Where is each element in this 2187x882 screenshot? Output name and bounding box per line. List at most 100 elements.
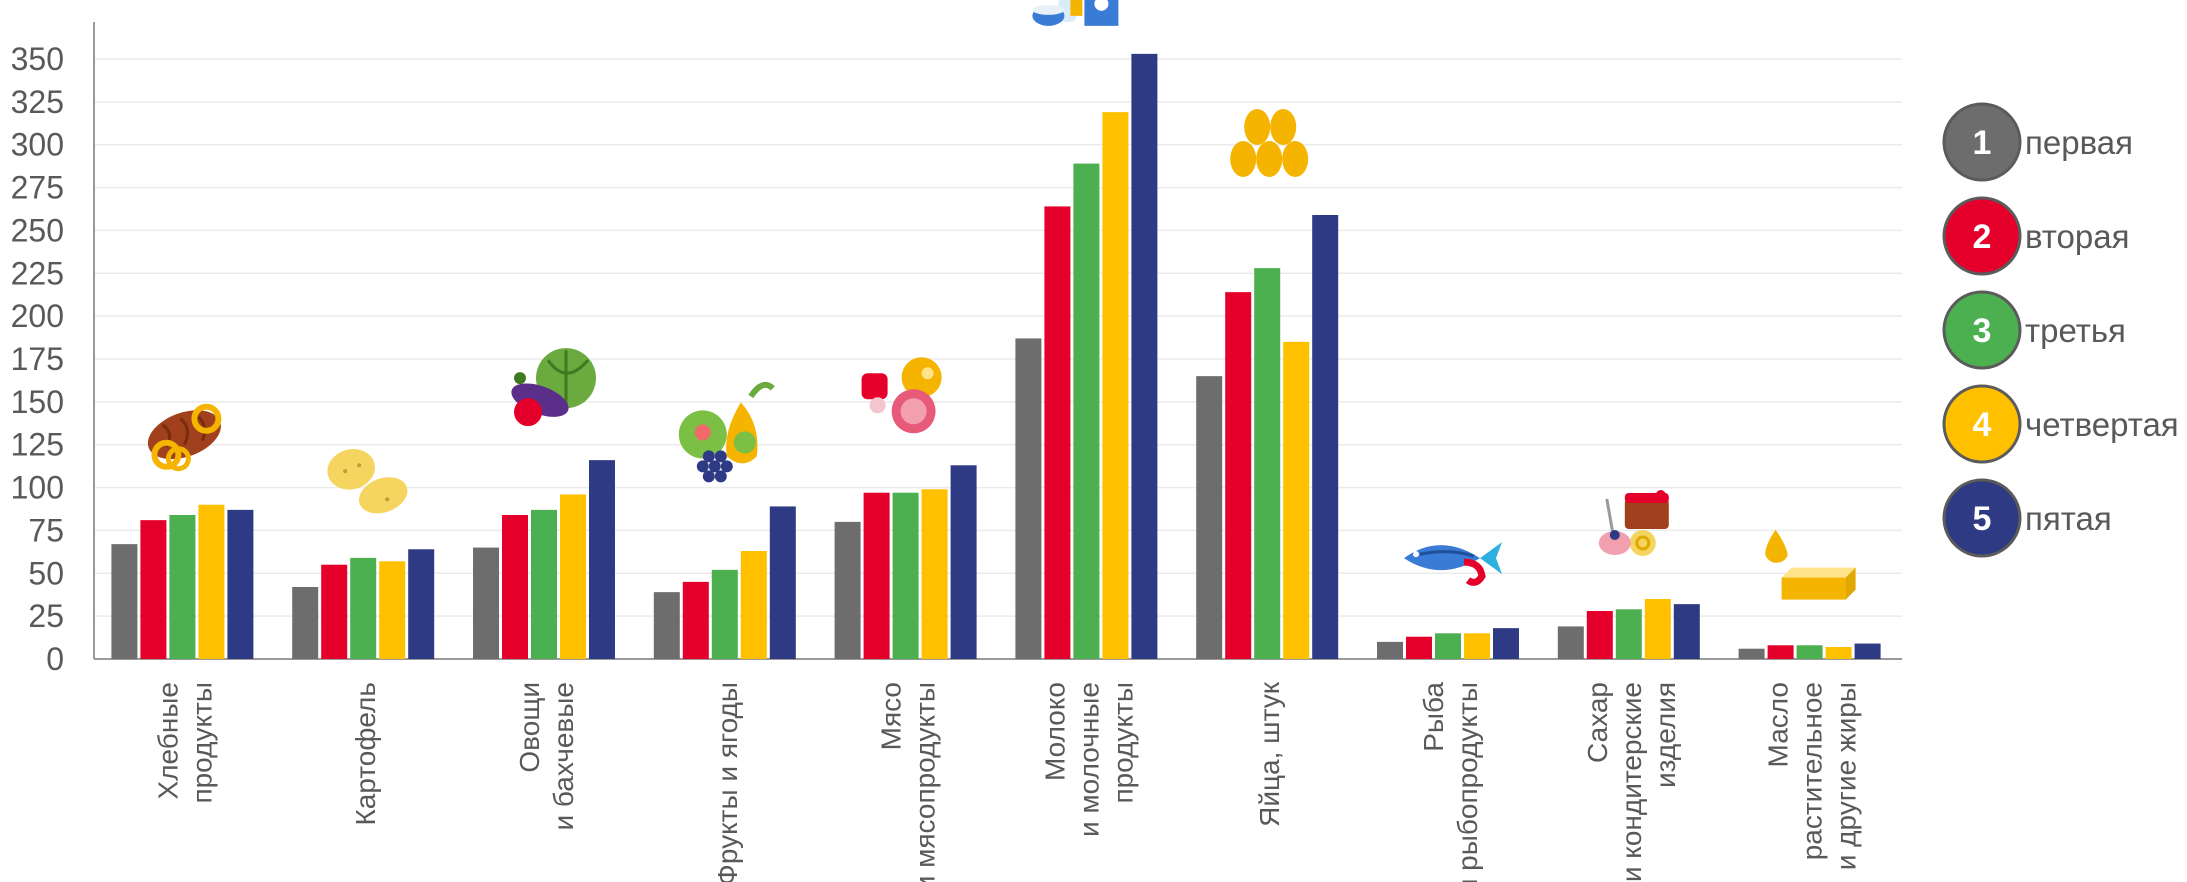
x-tick-label: продукты (1107, 682, 1138, 804)
y-tick-label: 75 (28, 512, 64, 548)
bar (1557, 626, 1584, 659)
bar (198, 504, 225, 659)
x-category-label: Молоко и молочные продукты (1039, 682, 1138, 837)
category-labels: Хлебные продукты Картофель Овощи и бахчевые Ф… (152, 681, 1861, 882)
x-tick-label: и рыбопродукты (1452, 682, 1483, 882)
y-tick-label: 325 (11, 84, 64, 120)
bar (921, 489, 948, 659)
bar (1854, 643, 1881, 659)
legend-label: третья (2025, 312, 2126, 349)
y-tick-label: 350 (11, 41, 64, 77)
bar (1102, 112, 1129, 659)
x-category-label: Рыба и рыбопродукты (1418, 682, 1483, 882)
y-tick-label: 175 (11, 341, 64, 377)
legend-label: первая (2025, 124, 2133, 161)
x-tick-label: продукты (186, 682, 217, 804)
fruits-icon (679, 385, 773, 483)
bar (560, 494, 586, 659)
legend-label: пятая (2025, 500, 2112, 537)
bar (227, 509, 254, 659)
bar (1644, 599, 1671, 659)
bar (589, 460, 615, 659)
bar (350, 557, 377, 659)
legend-marker (1942, 196, 2022, 276)
bar (1435, 633, 1461, 659)
bar (1283, 341, 1310, 659)
y-tick-label: 0 (46, 641, 64, 677)
x-category-label: Сахар и кондитерские изделия (1582, 682, 1681, 882)
x-category-label: Масло растительное и другие жиры (1763, 682, 1862, 870)
bar (1738, 648, 1765, 659)
bar (1131, 53, 1158, 660)
potato-icon (322, 443, 413, 520)
x-category-label: Овощи и бахчевые (514, 682, 579, 831)
legend-marker (1942, 102, 2022, 182)
x-category-label: Картофель (350, 682, 381, 826)
x-tick-label: и кондитерские (1616, 682, 1647, 882)
y-tick-label: 125 (11, 427, 64, 463)
x-tick-label: Рыба (1418, 682, 1449, 752)
legend-marker (1942, 478, 2022, 558)
y-tick-label: 25 (28, 598, 64, 634)
legend-item: 5 пятая (1942, 478, 2112, 558)
bar (863, 492, 890, 659)
x-tick-label: Мясо (876, 682, 907, 750)
x-tick-label: Фрукты и ягоды (712, 682, 743, 882)
bar (531, 509, 557, 659)
bars (111, 53, 1881, 660)
bar (1493, 628, 1519, 659)
legend-number: 2 (1973, 218, 1992, 256)
sweets-icon (1597, 488, 1671, 558)
bar (1586, 611, 1613, 659)
bar (1825, 647, 1852, 659)
bar (1673, 604, 1700, 659)
x-tick-label: Масло (1763, 682, 1794, 767)
bar (1767, 645, 1794, 659)
legend-marker (1942, 290, 2022, 370)
y-tick-label: 250 (11, 212, 64, 248)
bar (1377, 641, 1403, 659)
x-category-label: Мясо и мясопродукты (876, 682, 941, 882)
bar (950, 465, 977, 659)
y-tick-label: 300 (11, 127, 64, 163)
x-category-label: Фрукты и ягоды (712, 682, 743, 882)
legend-item: 2 вторая (1942, 196, 2129, 276)
bar (1464, 633, 1490, 659)
meat-icon (861, 357, 942, 434)
bar (111, 544, 138, 659)
x-tick-label: растительное (1797, 682, 1828, 860)
bar (1796, 645, 1823, 659)
x-tick-label: Хлебные (152, 682, 183, 799)
category-icons (141, 0, 1856, 600)
x-category-label: Яйца, штук (1254, 681, 1285, 827)
y-tick-label: 100 (11, 470, 64, 506)
bar (892, 492, 919, 659)
bar (1615, 609, 1642, 659)
bar (653, 592, 680, 659)
legend-number: 5 (1973, 500, 1992, 538)
milk-icon (1032, 0, 1119, 26)
x-tick-label: Овощи (514, 682, 545, 773)
bar (769, 506, 796, 659)
x-tick-label: и молочные (1073, 682, 1104, 837)
bar (502, 515, 528, 659)
y-tick-label: 50 (28, 555, 64, 591)
bar (321, 564, 348, 659)
legend-label: четвертая (2025, 406, 2179, 443)
bar (379, 561, 406, 659)
bar (1312, 215, 1339, 659)
bar (711, 569, 738, 659)
bar (834, 521, 861, 659)
legend-item: 3 третья (1942, 290, 2126, 370)
x-category-label: Хлебные продукты (152, 682, 217, 804)
x-tick-label: Молоко (1039, 682, 1070, 781)
legend-marker (1942, 384, 2022, 464)
x-tick-label: Яйца, штук (1254, 681, 1285, 827)
bar (408, 549, 435, 659)
bread-icon (141, 401, 227, 469)
legend: 1 первая 2 вторая 3 третья 4 четвертая 5 пятая (1942, 102, 2179, 558)
bar (1254, 268, 1281, 659)
bar (473, 547, 499, 659)
x-tick-label: и другие жиры (1831, 682, 1862, 870)
bar (682, 581, 709, 659)
